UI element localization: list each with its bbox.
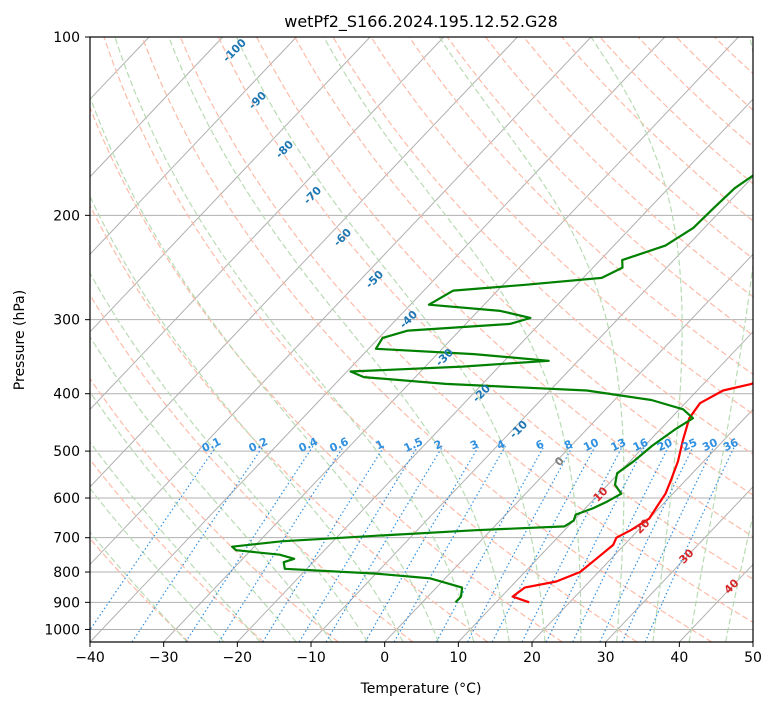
y-tick-label: 200 xyxy=(53,208,80,224)
y-tick-label: 700 xyxy=(53,531,80,547)
x-tick-label: 40 xyxy=(670,650,688,666)
x-tick-label: 30 xyxy=(597,650,615,666)
y-tick-label: 800 xyxy=(53,565,80,581)
chart-title: wetPf2_S166.2024.195.12.52.G28 xyxy=(284,12,558,32)
y-tick-label: 300 xyxy=(53,313,80,329)
y-tick-label: 600 xyxy=(53,491,80,507)
x-tick-label: 10 xyxy=(449,650,467,666)
x-tick-label: 50 xyxy=(744,650,762,666)
x-tick-label: −10 xyxy=(296,650,326,666)
y-tick-label: 100 xyxy=(53,30,80,46)
x-tick-label: −20 xyxy=(223,650,253,666)
x-tick-label: 20 xyxy=(523,650,541,666)
y-tick-label: 500 xyxy=(53,444,80,460)
y-tick-label: 400 xyxy=(53,387,80,403)
x-tick-label: 0 xyxy=(380,650,389,666)
y-axis-label: Pressure (hPa) xyxy=(12,290,28,390)
y-tick-label: 900 xyxy=(53,595,80,611)
x-tick-label: −40 xyxy=(75,650,105,666)
x-axis-label: Temperature (°C) xyxy=(360,681,482,697)
y-tick-label: 1000 xyxy=(44,622,80,638)
x-tick-label: −30 xyxy=(149,650,179,666)
